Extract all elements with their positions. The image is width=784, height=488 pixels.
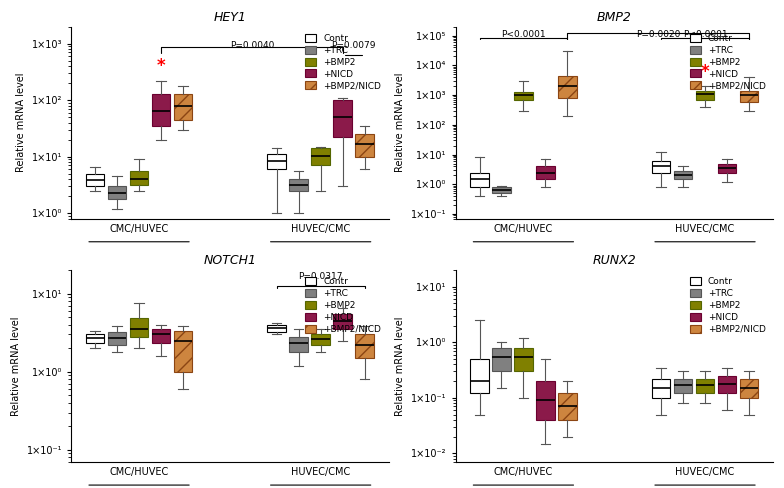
Text: P<0.0001: P<0.0001 (501, 30, 546, 39)
PathPatch shape (267, 154, 286, 169)
PathPatch shape (129, 171, 148, 184)
PathPatch shape (536, 166, 555, 179)
Text: *: * (157, 57, 165, 75)
PathPatch shape (470, 173, 489, 187)
PathPatch shape (739, 379, 758, 398)
PathPatch shape (717, 163, 736, 173)
PathPatch shape (652, 161, 670, 173)
PathPatch shape (355, 134, 374, 157)
Legend: Contr, +TRC, +BMP2, +NICD, +BMP2/NICD: Contr, +TRC, +BMP2, +NICD, +BMP2/NICD (303, 274, 384, 336)
PathPatch shape (673, 171, 692, 179)
PathPatch shape (536, 381, 555, 420)
Y-axis label: Relative mRNA level: Relative mRNA level (395, 73, 405, 172)
PathPatch shape (355, 334, 374, 358)
Legend: Contr, +TRC, +BMP2, +NICD, +BMP2/NICD: Contr, +TRC, +BMP2, +NICD, +BMP2/NICD (687, 31, 768, 93)
Text: P=0.0040: P=0.0040 (230, 41, 274, 50)
PathPatch shape (151, 329, 170, 344)
PathPatch shape (470, 359, 489, 393)
Text: *: * (701, 63, 710, 81)
PathPatch shape (289, 179, 308, 191)
PathPatch shape (107, 332, 126, 345)
Title: HEY1: HEY1 (213, 11, 246, 24)
PathPatch shape (311, 334, 330, 345)
PathPatch shape (558, 393, 577, 420)
Text: P=0.0317: P=0.0317 (299, 272, 343, 282)
Title: RUNX2: RUNX2 (593, 254, 636, 267)
PathPatch shape (85, 174, 104, 186)
Legend: Contr, +TRC, +BMP2, +NICD, +BMP2/NICD: Contr, +TRC, +BMP2, +NICD, +BMP2/NICD (303, 31, 384, 93)
PathPatch shape (717, 376, 736, 393)
PathPatch shape (695, 379, 714, 393)
PathPatch shape (739, 91, 758, 102)
Y-axis label: Relative mRNA level: Relative mRNA level (11, 316, 21, 416)
Title: NOTCH1: NOTCH1 (203, 254, 256, 267)
PathPatch shape (107, 186, 126, 199)
PathPatch shape (129, 319, 148, 337)
PathPatch shape (333, 314, 352, 329)
PathPatch shape (311, 148, 330, 165)
PathPatch shape (289, 337, 308, 352)
PathPatch shape (673, 379, 692, 393)
PathPatch shape (492, 347, 511, 371)
Text: P=0.0020: P=0.0020 (636, 30, 681, 39)
PathPatch shape (652, 379, 670, 398)
PathPatch shape (695, 91, 714, 100)
PathPatch shape (333, 100, 352, 137)
Y-axis label: Relative mRNA level: Relative mRNA level (395, 316, 405, 416)
PathPatch shape (151, 94, 170, 126)
PathPatch shape (173, 331, 192, 372)
Legend: Contr, +TRC, +BMP2, +NICD, +BMP2/NICD: Contr, +TRC, +BMP2, +NICD, +BMP2/NICD (687, 274, 768, 336)
PathPatch shape (558, 76, 577, 98)
PathPatch shape (173, 94, 192, 120)
PathPatch shape (492, 187, 511, 193)
PathPatch shape (85, 334, 104, 344)
Text: P=0.0079: P=0.0079 (332, 41, 376, 50)
PathPatch shape (514, 92, 533, 100)
PathPatch shape (267, 325, 286, 332)
Title: BMP2: BMP2 (597, 11, 632, 24)
Text: P<0.0001: P<0.0001 (683, 30, 728, 39)
PathPatch shape (514, 347, 533, 371)
Y-axis label: Relative mRNA level: Relative mRNA level (16, 73, 26, 172)
